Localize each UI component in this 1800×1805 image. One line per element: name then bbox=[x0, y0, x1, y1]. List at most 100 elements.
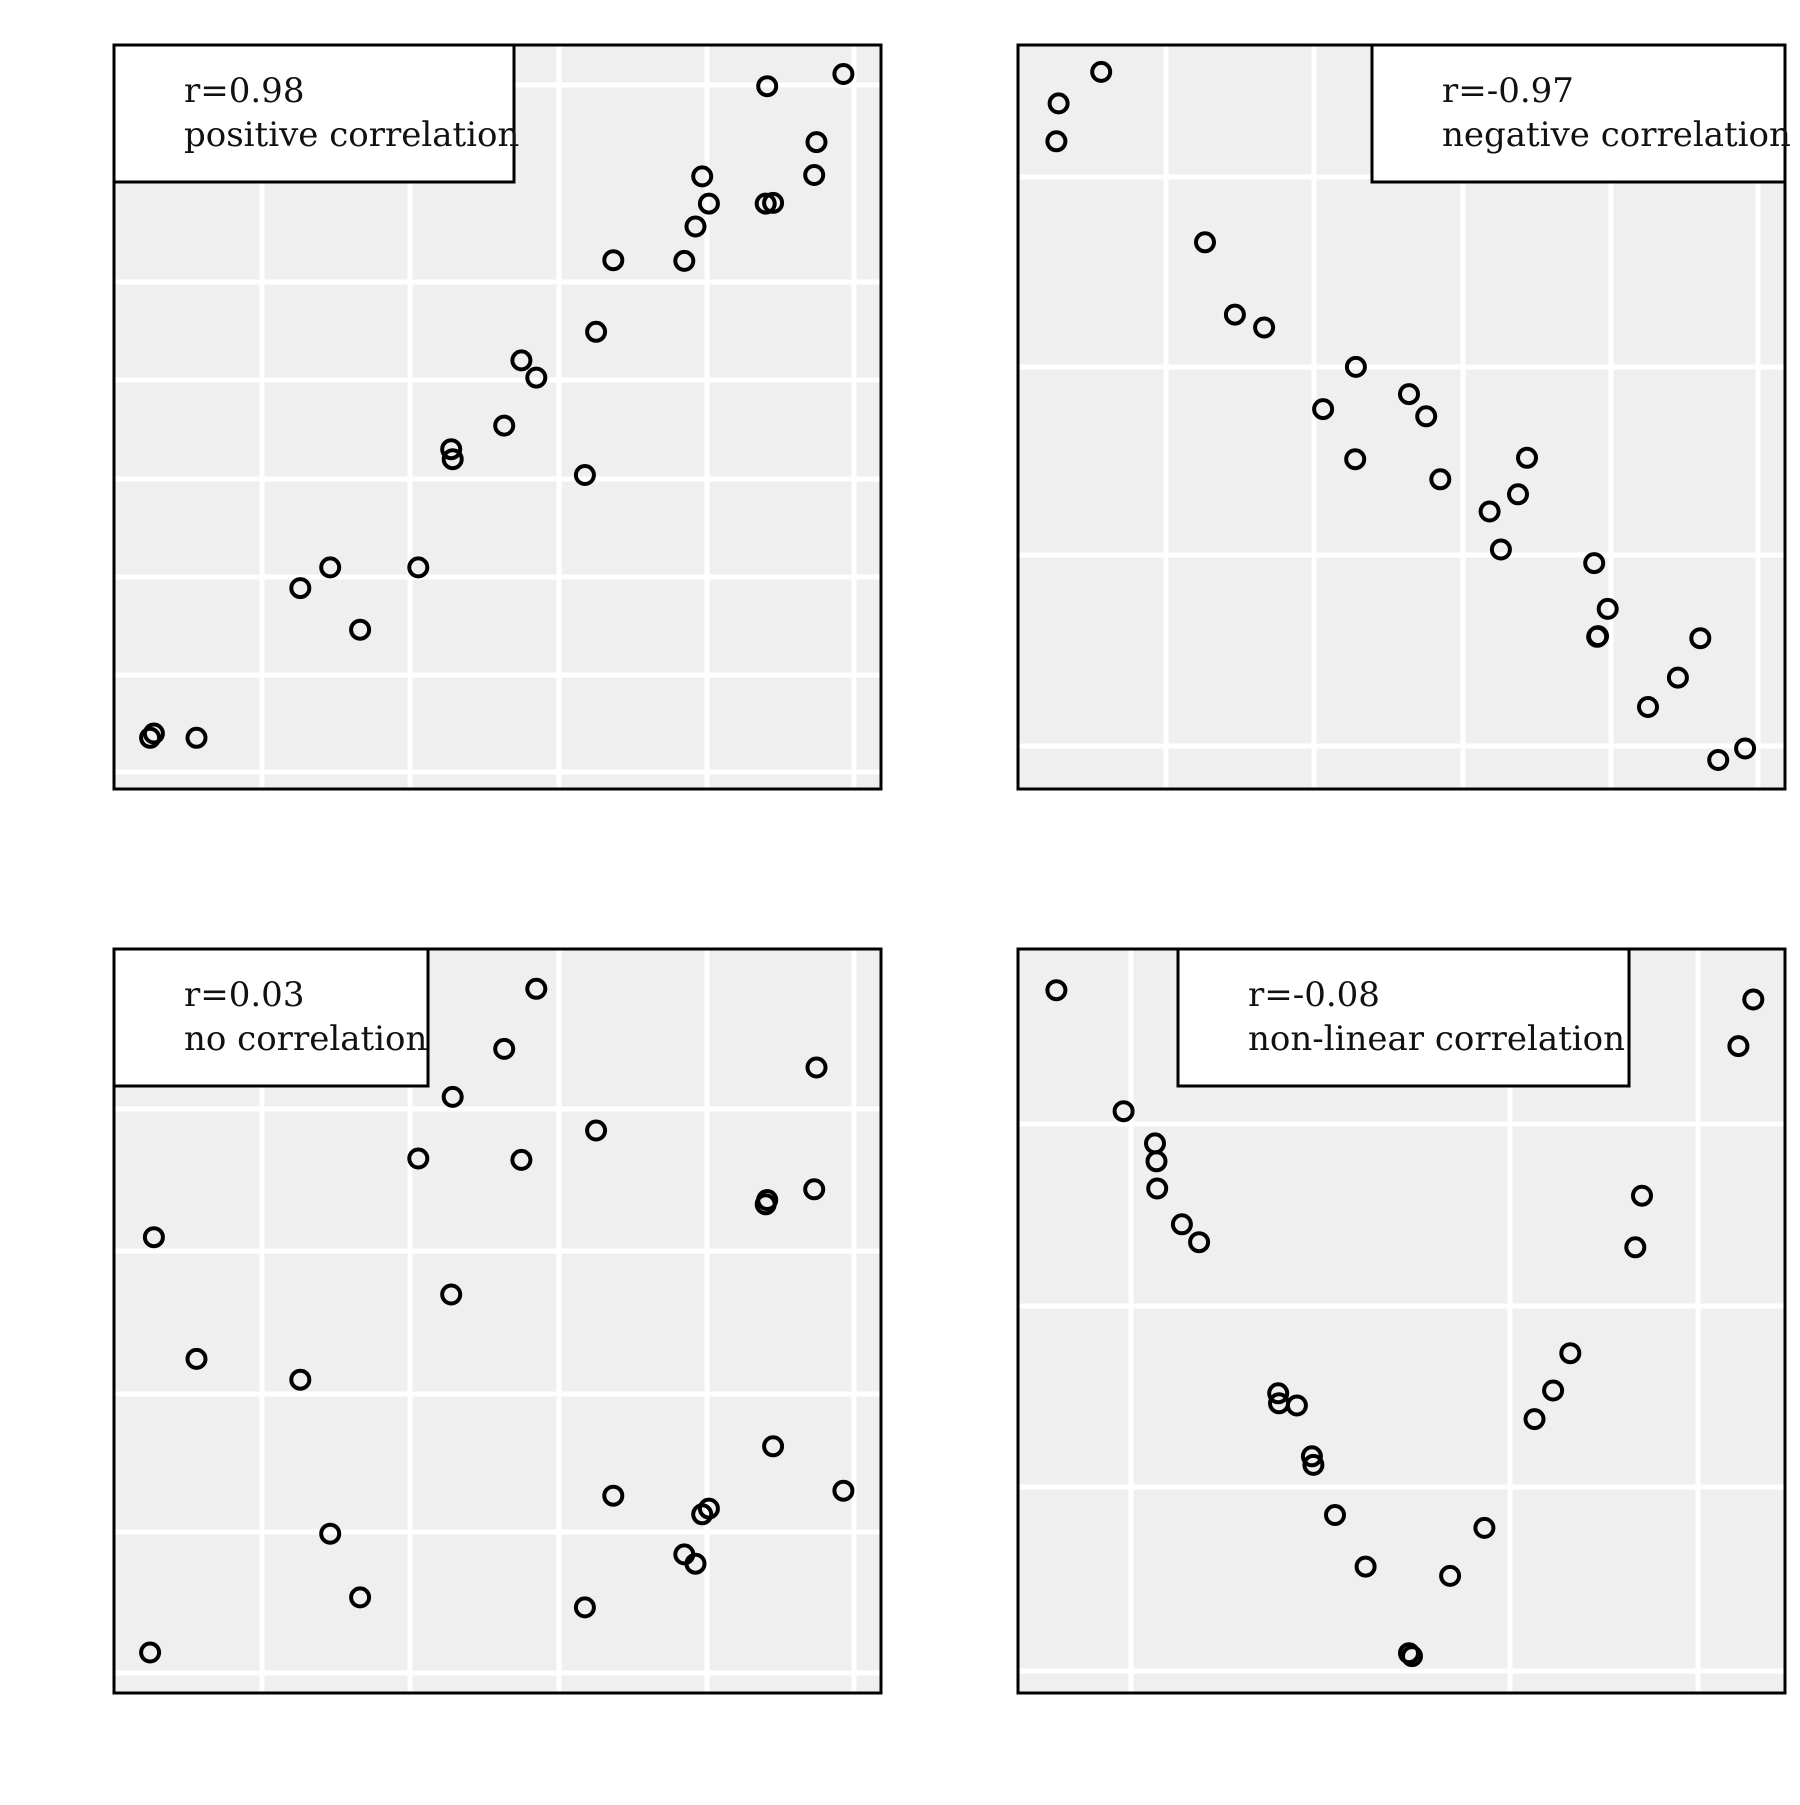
correlation-type-label: positive correlation bbox=[184, 115, 519, 155]
data-point bbox=[1439, 1564, 1462, 1587]
data-point bbox=[493, 414, 516, 437]
data-point bbox=[1542, 1379, 1565, 1402]
data-point bbox=[697, 192, 720, 215]
data-point bbox=[1596, 597, 1619, 620]
data-point bbox=[1583, 552, 1606, 575]
data-point bbox=[185, 726, 208, 749]
data-point bbox=[1742, 988, 1765, 1011]
data-point bbox=[1429, 468, 1452, 491]
data-point bbox=[1478, 500, 1501, 523]
data-point bbox=[1223, 303, 1246, 326]
correlation-type-label: no correlation bbox=[184, 1019, 427, 1059]
data-point bbox=[139, 726, 162, 749]
data-point bbox=[349, 618, 372, 641]
data-point bbox=[697, 1497, 720, 1520]
data-point bbox=[754, 1193, 777, 1216]
data-point bbox=[1489, 538, 1512, 561]
data-point bbox=[673, 249, 696, 272]
data-point bbox=[762, 1435, 785, 1458]
data-point bbox=[1344, 448, 1367, 471]
data-point bbox=[440, 438, 463, 461]
data-point bbox=[510, 349, 533, 372]
data-point bbox=[289, 1368, 312, 1391]
data-point bbox=[1624, 1236, 1647, 1259]
data-point bbox=[1045, 130, 1068, 153]
data-point bbox=[1253, 316, 1276, 339]
data-point bbox=[1285, 1394, 1308, 1417]
data-point bbox=[585, 320, 608, 343]
data-point bbox=[803, 164, 826, 186]
data-point bbox=[585, 1119, 608, 1142]
data-point bbox=[1324, 1504, 1346, 1526]
data-point bbox=[1312, 398, 1335, 421]
data-point bbox=[1666, 666, 1689, 689]
data-point bbox=[1194, 231, 1216, 254]
correlation-type-label: non-linear correlation bbox=[1248, 1019, 1625, 1059]
data-point bbox=[139, 1641, 162, 1664]
data-point bbox=[1188, 1231, 1211, 1254]
data-point bbox=[407, 556, 430, 579]
data-point bbox=[407, 1147, 430, 1170]
data-point bbox=[1631, 1184, 1653, 1207]
data-point bbox=[602, 1484, 625, 1507]
data-point bbox=[684, 1552, 707, 1575]
legend-box bbox=[112, 947, 430, 1088]
data-point bbox=[319, 1522, 342, 1545]
data-point bbox=[1689, 627, 1712, 650]
data-point bbox=[1300, 1445, 1323, 1468]
correlation-coefficient-label: r=-0.97 bbox=[1442, 71, 1574, 111]
data-point bbox=[441, 448, 464, 471]
correlation-coefficient-label: r=0.03 bbox=[184, 975, 304, 1015]
data-point bbox=[440, 1283, 463, 1306]
data-point bbox=[1302, 1453, 1325, 1476]
panel-frame bbox=[112, 947, 883, 1695]
data-point bbox=[1344, 355, 1367, 378]
data-point bbox=[1398, 1642, 1420, 1665]
data-point bbox=[832, 63, 855, 85]
data-point bbox=[1707, 749, 1730, 771]
data-point bbox=[805, 1056, 828, 1079]
data-point bbox=[319, 556, 342, 579]
data-point bbox=[510, 1148, 533, 1171]
legend-box bbox=[1370, 43, 1787, 184]
data-point bbox=[525, 977, 548, 1000]
data-point bbox=[1516, 446, 1538, 469]
data-point bbox=[602, 249, 625, 272]
data-point bbox=[142, 1226, 165, 1249]
data-point bbox=[525, 366, 548, 389]
data-point bbox=[1267, 1382, 1290, 1405]
correlation-coefficient-label: r=0.98 bbox=[184, 71, 304, 111]
data-point bbox=[1415, 405, 1438, 428]
legend-box bbox=[112, 43, 516, 184]
data-point bbox=[573, 464, 596, 486]
data-point bbox=[691, 165, 714, 188]
data-point bbox=[573, 1596, 596, 1619]
data-point bbox=[1586, 625, 1609, 648]
data-point bbox=[1637, 696, 1659, 718]
data-point bbox=[1170, 1213, 1193, 1236]
data-point bbox=[1559, 1342, 1582, 1365]
data-point bbox=[1112, 1100, 1135, 1123]
data-point bbox=[1401, 1645, 1423, 1668]
data-point bbox=[803, 1178, 826, 1201]
data-point bbox=[441, 1085, 464, 1108]
data-point bbox=[349, 1586, 372, 1609]
data-point bbox=[493, 1037, 516, 1060]
data-point bbox=[805, 131, 828, 154]
data-point bbox=[684, 215, 707, 238]
data-point bbox=[1734, 737, 1757, 760]
correlation-type-label: negative correlation bbox=[1442, 115, 1791, 155]
data-point bbox=[289, 577, 312, 600]
data-point bbox=[1354, 1555, 1377, 1578]
data-point bbox=[185, 1347, 208, 1370]
data-point bbox=[832, 1479, 855, 1502]
data-point bbox=[1523, 1408, 1546, 1431]
data-point bbox=[1145, 1150, 1168, 1173]
